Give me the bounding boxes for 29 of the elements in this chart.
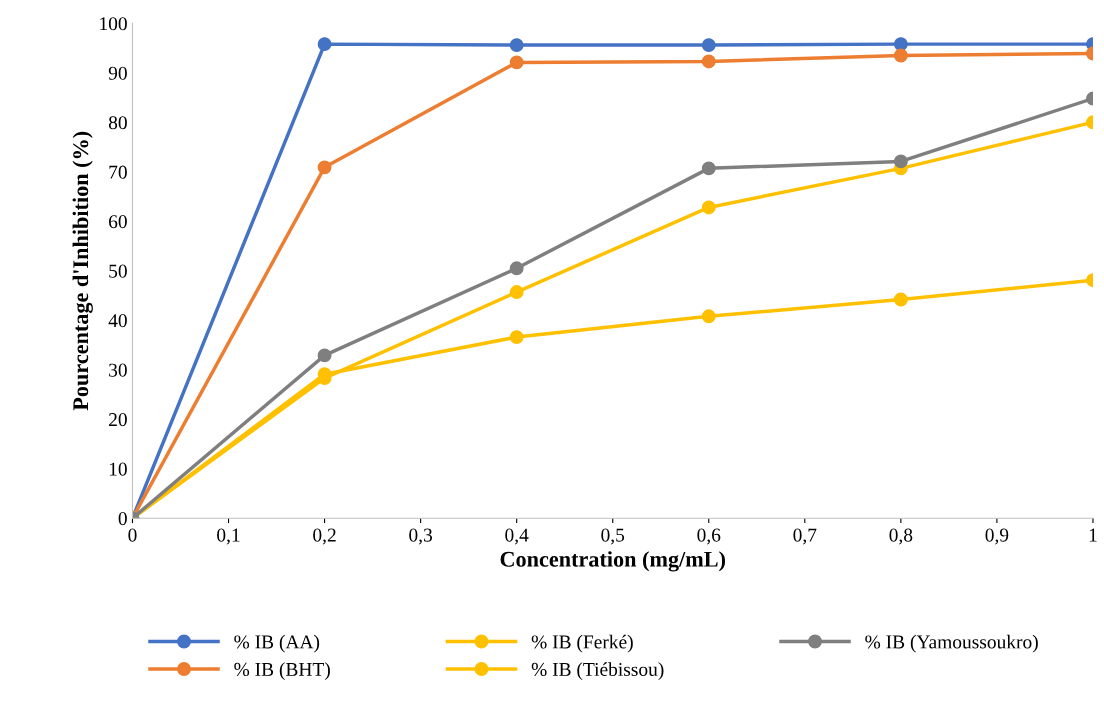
x-tick-label: 0,1	[217, 528, 240, 545]
y-tick-label: 30	[109, 363, 127, 377]
legend-label: % IB (Yamoussoukro)	[865, 634, 1038, 653]
y-tick-label: 40	[108, 314, 127, 328]
y-tick-label: 0	[118, 512, 127, 526]
x-tick-label: 0,6	[697, 528, 721, 545]
x-tick-label: 0,8	[889, 528, 913, 545]
y-tick-label: 20	[109, 413, 127, 427]
legend-label: % IB (AA)	[234, 634, 320, 653]
legend-label: % IB (Ferké)	[531, 634, 633, 653]
x-tick-label: 0,3	[409, 528, 433, 545]
y-tick-label: 100	[100, 17, 127, 31]
y-axis-title: Pourcentage d'Inhibition (%)	[72, 131, 93, 411]
y-tick-label: 90	[108, 66, 127, 80]
y-tick-label: 10	[109, 462, 127, 476]
legend-label: % IB (Tiébissou)	[531, 662, 664, 680]
x-tick-label: 0,2	[313, 528, 336, 545]
y-tick-label: 60	[109, 215, 127, 229]
y-tick-label: 80	[108, 116, 127, 130]
x-tick-label: 0,7	[793, 528, 817, 545]
x-axis-title: Concentration (mg/mL)	[500, 551, 725, 572]
x-tick-label: 0,5	[601, 528, 625, 545]
legend-label: % IB (BHT)	[234, 662, 330, 680]
y-tick-label: 70	[109, 165, 127, 179]
x-tick-label: 0,9	[985, 528, 1009, 545]
y-tick-label: 50	[109, 264, 127, 278]
x-tick-label: 1	[1089, 528, 1097, 542]
x-tick-label: 0	[128, 528, 137, 542]
x-tick-label: 0,4	[505, 528, 529, 545]
